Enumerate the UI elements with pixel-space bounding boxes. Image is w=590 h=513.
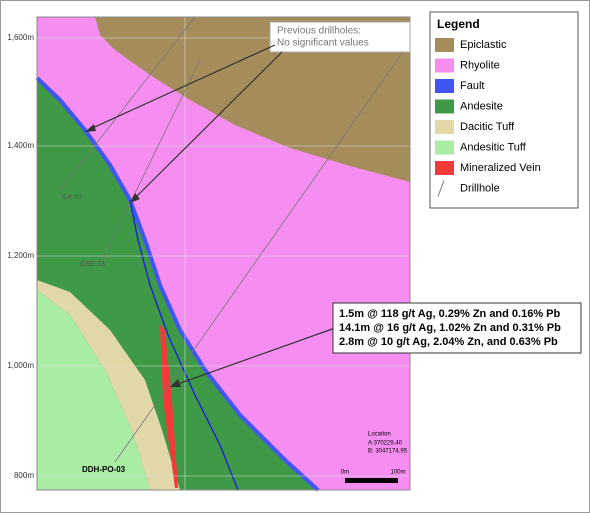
intercept: 14.1m @ 16 g/t Ag, 1.02% Zn and 0.31% Pb <box>339 322 561 334</box>
elevation-label: 1,400m <box>7 141 34 150</box>
legend-title: Legend <box>437 17 480 31</box>
elevation-label: 1,200m <box>7 251 34 260</box>
arrow-head <box>130 193 140 203</box>
arrows <box>87 44 336 386</box>
plot-border <box>36 16 411 491</box>
legend-symbol <box>437 180 445 197</box>
elevation-label: 1,000m <box>7 361 34 370</box>
legend-swatch <box>435 58 454 73</box>
dacitic-tuff <box>37 280 180 490</box>
cross-section <box>35 17 410 492</box>
legend-swatch <box>435 99 454 114</box>
arrow-head <box>170 379 181 387</box>
scale-bar <box>345 478 398 483</box>
scale-label: 0m <box>341 470 349 476</box>
legend-label: Andesite <box>460 100 503 112</box>
intercept: 1.5m @ 118 g/t Ag, 0.29% Zn and 0.16% Pb <box>339 308 561 320</box>
intercept-box <box>332 302 582 354</box>
legend-label: Rhyolite <box>460 59 500 71</box>
legend-swatch <box>435 140 454 155</box>
legend-swatch <box>435 161 454 175</box>
drillholes <box>59 16 411 463</box>
note-box <box>269 21 411 53</box>
andesitic-tuff <box>37 290 150 490</box>
legend-swatch <box>435 79 454 93</box>
scale-label: 100m <box>390 470 405 476</box>
arrow-head <box>85 124 96 132</box>
drillhole-label: DDH-PO-03 <box>82 465 126 474</box>
note-text: Previous drillholes: <box>277 26 361 37</box>
legend-label: Andesitic Tuff <box>460 141 527 153</box>
legend-label: Dacitic Tuff <box>460 121 515 133</box>
note-text: No significant values <box>277 38 369 49</box>
legend-items: Epiclastic Rhyolite Fault Andesite Dacitic T… <box>435 38 541 197</box>
location-title: Location <box>368 432 391 438</box>
legend-label: Fault <box>460 80 484 92</box>
location-text: B: 3047174.95 <box>368 449 408 455</box>
legend-label: Mineralized Vein <box>460 162 541 174</box>
location-text: A:370229.40 <box>368 441 403 447</box>
drillhole-label: GSE-13 <box>80 261 105 268</box>
epiclastic <box>95 17 410 182</box>
drillhole-label: GA-03 <box>62 194 82 201</box>
legend-swatch <box>435 120 454 134</box>
legend-box <box>429 11 579 209</box>
legend-label: Epiclastic <box>460 39 507 51</box>
elevation-label: 800m <box>14 471 34 480</box>
legend-swatch <box>435 38 454 52</box>
fault <box>129 199 239 491</box>
intercept: 2.8m @ 10 g/t Ag, 2.04% Zn, and 0.63% Pb <box>339 336 558 348</box>
elevation-label: 1,600m <box>7 33 34 42</box>
fault <box>35 76 320 492</box>
legend-label: Drillhole <box>460 182 500 194</box>
